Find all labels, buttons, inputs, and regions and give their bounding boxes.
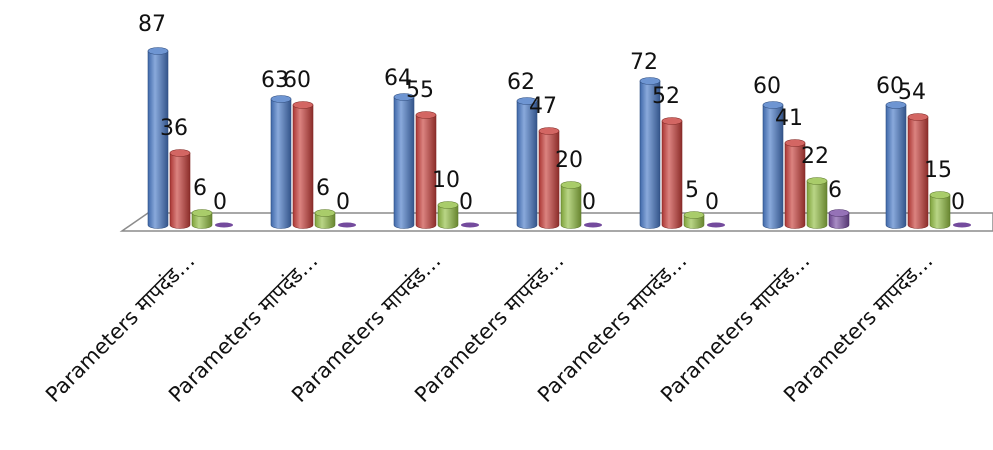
bar-cylinder: [437, 201, 459, 229]
data-label: 10: [432, 168, 460, 193]
bar-cylinder: [907, 113, 929, 229]
bar-cylinder: [661, 117, 683, 229]
bar-cylinder-zero: [338, 222, 356, 228]
data-label: 72: [630, 50, 658, 75]
data-label: 62: [507, 70, 535, 95]
data-label: 60: [753, 74, 781, 99]
data-label: 0: [336, 190, 350, 215]
bar-cylinder: [147, 47, 169, 229]
bar-cylinder: [270, 95, 292, 229]
data-label: 36: [160, 116, 188, 141]
bar-cylinder-zero: [461, 222, 479, 228]
bar-cylinder: [885, 101, 907, 229]
bar-cylinder: [639, 77, 661, 229]
data-label: 0: [459, 190, 473, 215]
bar-cylinder-zero: [953, 222, 971, 228]
data-label: 64: [384, 66, 412, 91]
data-label: 63: [261, 68, 289, 93]
bar-cylinder: [683, 211, 705, 229]
data-label: 6: [193, 176, 207, 201]
bar-cylinder: [169, 149, 191, 229]
bar-cylinder: [784, 139, 806, 229]
bar-cylinder: [393, 93, 415, 229]
data-label: 52: [652, 84, 680, 109]
data-label: 15: [924, 158, 952, 183]
data-label: 60: [876, 74, 904, 99]
bar-cylinder: [314, 209, 336, 229]
bar-cylinder-zero: [215, 222, 233, 228]
data-label: 0: [951, 190, 965, 215]
data-label: 6: [316, 176, 330, 201]
data-label: 60: [283, 68, 311, 93]
bar-cylinder: [191, 209, 213, 229]
data-label: 0: [213, 190, 227, 215]
data-label: 55: [406, 78, 434, 103]
bar-cylinder-zero: [707, 222, 725, 228]
data-label: 0: [705, 190, 719, 215]
bar-cylinder: [538, 127, 560, 229]
data-label: 41: [775, 106, 803, 131]
bars-layer: [147, 47, 971, 229]
data-label: 22: [801, 144, 829, 169]
bar-cylinder: [762, 101, 784, 229]
data-label: 87: [138, 12, 166, 37]
bar-cylinder: [516, 97, 538, 229]
category-labels-layer: Parameters मापदंड…Parameters मापदंड…Para…: [41, 249, 938, 408]
data-label: 6: [828, 178, 842, 203]
bar-cylinder: [292, 101, 314, 229]
bar-cylinder: [828, 209, 850, 229]
bar-cylinder: [806, 177, 828, 229]
bar-cylinder: [415, 111, 437, 229]
bar-cylinder: [560, 181, 582, 229]
data-label: 54: [898, 80, 926, 105]
bar-cylinder-zero: [584, 222, 602, 228]
data-label: 47: [529, 94, 557, 119]
bar-cylinder: [929, 191, 951, 229]
data-label: 5: [685, 178, 699, 203]
data-label: 20: [555, 148, 583, 173]
data-label: 0: [582, 190, 596, 215]
